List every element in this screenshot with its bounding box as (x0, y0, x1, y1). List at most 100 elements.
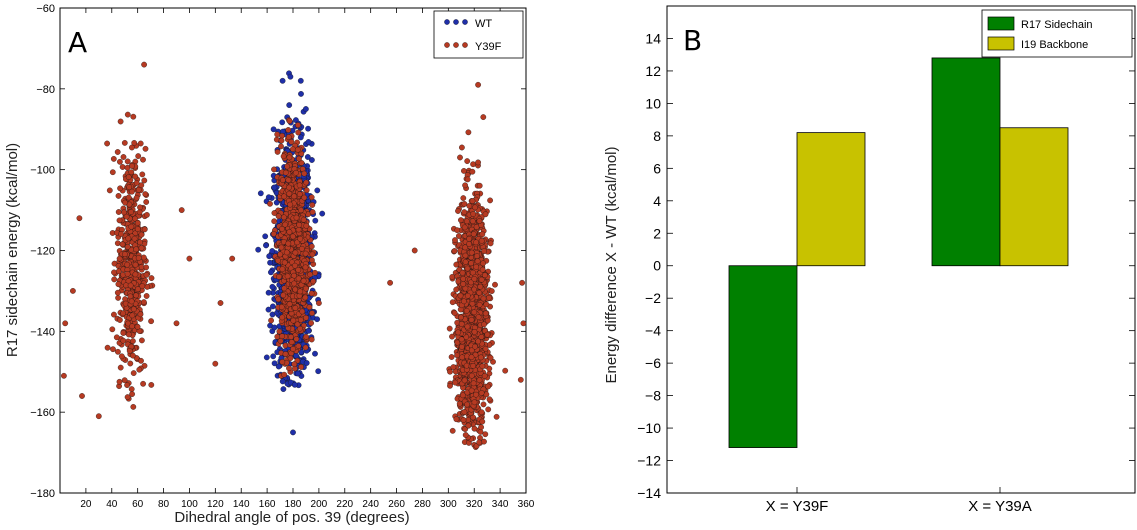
scatter-point (470, 363, 476, 369)
scatter-point (135, 286, 141, 292)
y-tick-label: −6 (645, 355, 661, 371)
scatter-point (110, 346, 116, 353)
scatter-point (294, 146, 301, 153)
scatter-point (464, 176, 471, 183)
scatter-point (469, 300, 476, 307)
scatter-point (136, 209, 143, 216)
scatter-point (296, 222, 303, 228)
scatter-point (133, 194, 140, 201)
scatter-point (285, 240, 292, 247)
scatter-point (464, 401, 470, 408)
panel-a-scatter: 20 40 60 80 100 120 140 160 180 200 220 240 260 280 30… (4, 3, 535, 526)
scatter-point (303, 222, 310, 229)
scatter-point (476, 377, 483, 384)
scatter-point (285, 134, 292, 140)
scatter-point (129, 312, 136, 319)
scatter-point (141, 226, 148, 233)
scatter-point (482, 310, 489, 317)
scatter-point (488, 288, 495, 294)
scatter-point (267, 259, 273, 266)
scatter-point (482, 272, 488, 279)
scatter-point (262, 233, 269, 240)
scatter-point (470, 380, 477, 387)
scatter-point (128, 298, 135, 305)
scatter-point (312, 217, 319, 224)
scatter-point (148, 275, 155, 281)
scatter-point (115, 209, 122, 215)
scatter-point (461, 224, 468, 231)
scatter-point (277, 251, 284, 258)
scatter-point (286, 229, 293, 235)
scatter-point (148, 318, 154, 325)
scatter-point (143, 293, 150, 299)
scatter-point (464, 292, 471, 299)
scatter-point (269, 283, 276, 290)
scatter-point (136, 366, 143, 373)
scatter-point (519, 279, 525, 286)
scatter-point (104, 140, 110, 147)
scatter-point (303, 314, 309, 321)
scatter-point (476, 218, 483, 224)
scatter-point (481, 438, 487, 445)
series-y39f-points (61, 61, 527, 450)
scatter-point (116, 255, 123, 262)
scatter-point (471, 329, 478, 335)
scatter-point (296, 182, 303, 189)
scatter-point (279, 266, 286, 273)
scatter-point (61, 372, 67, 379)
scatter-point (139, 337, 145, 344)
scatter-point (485, 406, 492, 413)
x-tick-label: 40 (106, 499, 118, 510)
scatter-point (294, 321, 301, 328)
scatter-point (468, 249, 475, 256)
scatter-point (447, 382, 453, 389)
y-tick-label: 6 (653, 160, 661, 176)
scatter-point (286, 184, 292, 191)
scatter-point (135, 186, 142, 193)
scatter-point (285, 127, 292, 133)
scatter-point (280, 153, 287, 160)
scatter-point (186, 255, 193, 262)
scatter-point (120, 310, 126, 317)
scatter-point (128, 169, 135, 176)
y-tick-label: −2 (645, 290, 661, 306)
scatter-point (127, 360, 134, 367)
scatter-point (267, 200, 273, 207)
scatter-point (217, 300, 224, 306)
y-tick-label: −60 (36, 3, 55, 15)
scatter-point (140, 254, 147, 261)
scatter-point (474, 258, 481, 265)
scatter-point (297, 235, 304, 242)
scatter-point (132, 173, 139, 180)
y-tick-label: 12 (645, 63, 661, 79)
scatter-point (289, 146, 296, 152)
scatter-point (470, 161, 476, 168)
scatter-point (308, 243, 315, 250)
y-tick-label: −10 (637, 420, 661, 436)
scatter-point (303, 187, 310, 194)
scatter-point (229, 255, 236, 262)
scatter-point (462, 259, 469, 265)
scatter-point (291, 193, 297, 200)
legend-swatch-r17-sidechain (987, 16, 1015, 31)
scatter-point (484, 331, 491, 338)
scatter-point (452, 379, 459, 386)
scatter-point (297, 288, 304, 295)
scatter-point (120, 154, 127, 160)
scatter-point (125, 235, 132, 242)
scatter-point (457, 154, 463, 161)
scatter-point (117, 158, 123, 165)
scatter-point (308, 336, 315, 343)
scatter-point (461, 168, 467, 174)
scatter-point (462, 182, 468, 189)
scatter-point (303, 285, 309, 292)
scatter-point (135, 255, 142, 261)
scatter-point (122, 251, 128, 258)
scatter-point (130, 338, 136, 344)
scatter-point (130, 404, 137, 410)
panel-a-points (61, 61, 527, 450)
scatter-point (466, 203, 473, 209)
x-tick-label: 360 (518, 499, 535, 510)
scatter-point (458, 314, 464, 321)
scatter-point (278, 143, 284, 150)
